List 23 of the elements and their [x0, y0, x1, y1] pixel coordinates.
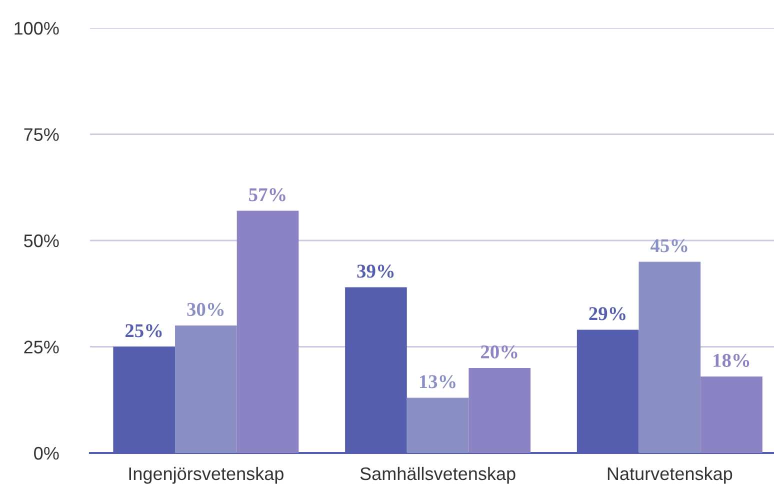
x-tick-label: Ingenjörsvetenskap — [129, 466, 284, 484]
bar — [468, 368, 531, 453]
bar — [175, 326, 237, 453]
data-label: 39% — [357, 264, 394, 278]
data-label: 13% — [420, 375, 456, 388]
data-label: 57% — [249, 188, 286, 202]
y-tick-label: 75% — [24, 128, 59, 141]
bar — [236, 210, 299, 453]
bar — [406, 398, 469, 453]
y-tick-label: 50% — [24, 234, 59, 248]
bar — [700, 376, 762, 453]
bar — [638, 262, 701, 453]
x-tick-label: Samhällsvetenskap — [360, 466, 516, 484]
data-label: 18% — [714, 354, 750, 368]
data-label: 25% — [125, 324, 162, 338]
data-label: 30% — [187, 302, 224, 316]
y-tick-label: 100% — [14, 22, 59, 35]
data-label: 45% — [650, 239, 688, 252]
x-tick-label: Naturvetenskap — [608, 466, 732, 484]
y-tick-label: 0% — [34, 446, 59, 460]
data-label: 20% — [481, 345, 518, 359]
y-tick-label: 25% — [24, 340, 59, 354]
data-label: 29% — [589, 307, 626, 320]
